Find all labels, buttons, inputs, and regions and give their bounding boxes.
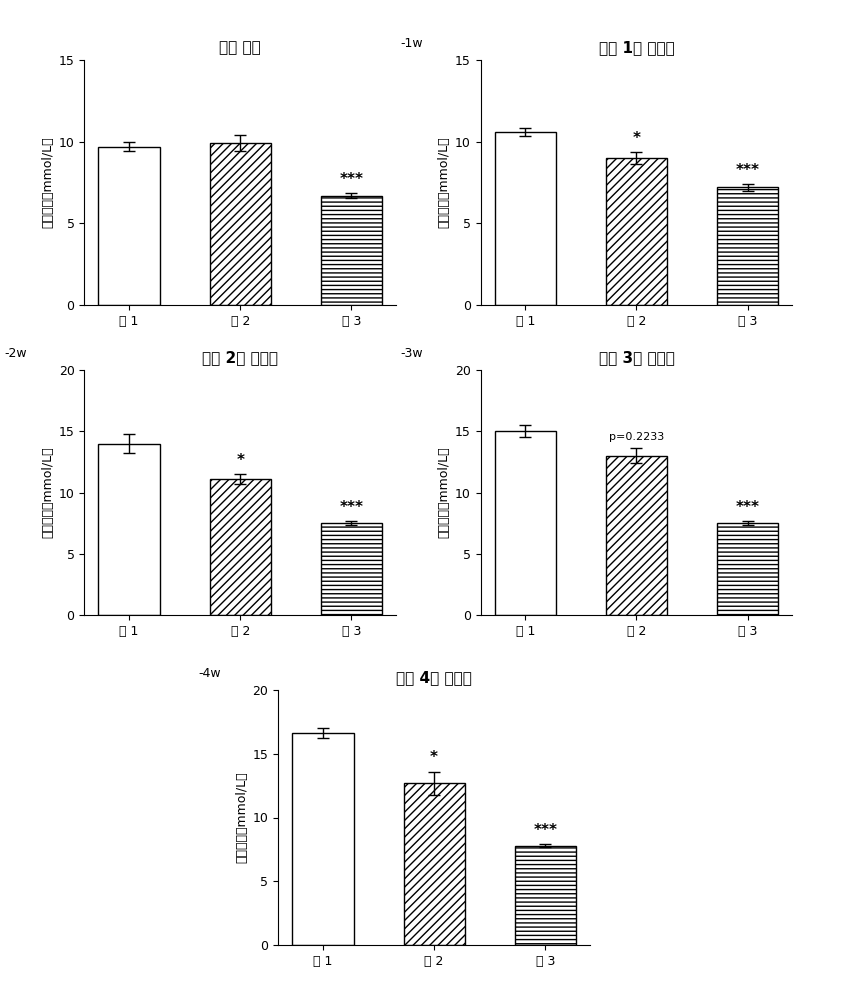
Bar (99, 444, 159, 615)
Y-axis label: 血糖含量（mmol/L）: 血糖含量（mmol/L） (235, 772, 249, 863)
Title: 给药 2周 后血糖: 给药 2周 后血糖 (202, 350, 278, 365)
Text: -4w: -4w (198, 667, 221, 680)
Y-axis label: 血糖含量（mmol/L）: 血糖含量（mmol/L） (438, 137, 451, 228)
Y-axis label: 血糖含量（mmol/L）: 血糖含量（mmol/L） (41, 447, 55, 538)
Bar (210, 479, 271, 615)
Text: ***: *** (340, 172, 363, 187)
Title: 给药 3周 后血糖: 给药 3周 后血糖 (599, 350, 674, 365)
Bar (99, 147, 159, 305)
Bar (495, 132, 556, 305)
Title: 给药 4周 后血糖: 给药 4周 后血糖 (396, 670, 472, 685)
Text: *: * (236, 453, 244, 468)
Text: ***: *** (534, 823, 557, 838)
Title: 给药 1周 后血糖: 给药 1周 后血糖 (599, 40, 674, 55)
Bar (606, 456, 667, 615)
Bar (321, 523, 382, 615)
Bar (606, 158, 667, 305)
Bar (404, 783, 464, 945)
Bar (495, 431, 556, 615)
Text: -2w: -2w (4, 347, 27, 360)
Bar (293, 733, 353, 945)
Y-axis label: 血糖含量（mmol/L）: 血糖含量（mmol/L） (41, 137, 55, 228)
Bar (717, 187, 778, 305)
Bar (515, 846, 576, 945)
Text: *: * (430, 750, 438, 765)
Text: -3w: -3w (400, 347, 423, 360)
Text: ***: *** (736, 500, 760, 515)
Text: ***: *** (736, 163, 760, 178)
Text: p=0.2233: p=0.2233 (609, 432, 664, 442)
Title: 初始 血糖: 初始 血糖 (219, 40, 261, 55)
Text: *: * (632, 131, 641, 146)
Text: -1w: -1w (400, 37, 423, 50)
Y-axis label: 血糖含量（mmol/L）: 血糖含量（mmol/L） (438, 447, 451, 538)
Bar (321, 196, 382, 305)
Bar (210, 143, 271, 305)
Bar (717, 523, 778, 615)
Text: ***: *** (340, 500, 363, 515)
